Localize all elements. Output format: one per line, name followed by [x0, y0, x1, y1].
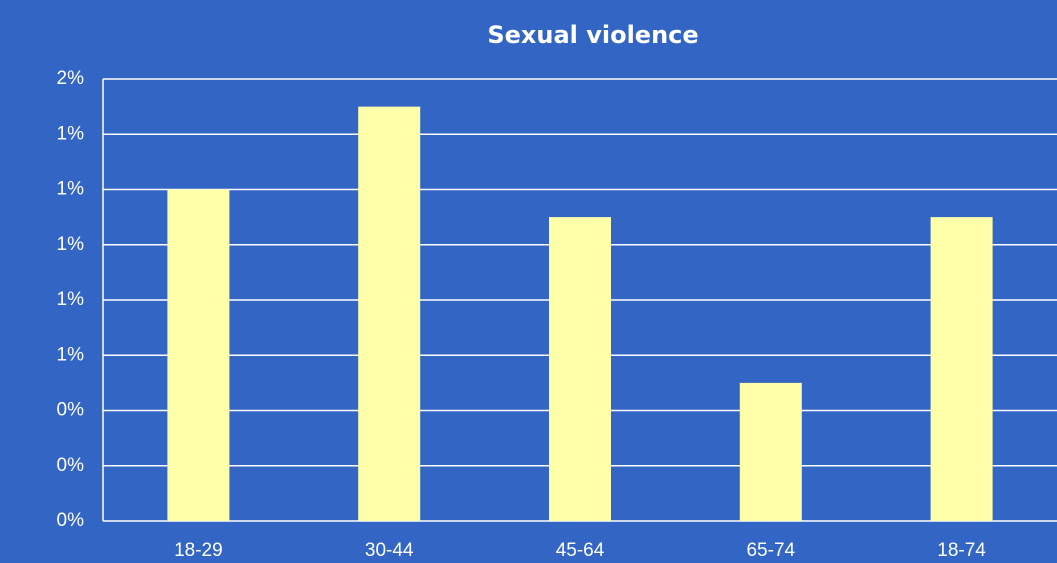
- y-tick-label: 2%: [57, 68, 85, 89]
- bar: [358, 106, 421, 521]
- y-tick-label: 0%: [57, 400, 85, 421]
- bar: [167, 189, 230, 521]
- bar: [549, 217, 611, 521]
- y-tick-label: 1%: [57, 179, 85, 200]
- x-tick-label: 18-74: [937, 540, 986, 561]
- x-tick-label: 18-29: [174, 540, 223, 561]
- y-tick-label: 1%: [57, 234, 85, 255]
- y-tick-label: 1%: [57, 123, 85, 144]
- y-tick-label: 1%: [57, 289, 85, 310]
- bar: [930, 217, 993, 521]
- x-tick-label: 45-64: [556, 540, 605, 561]
- chart-title: Sexual violence: [487, 21, 698, 49]
- y-tick-label: 0%: [57, 510, 85, 531]
- y-tick-label: 1%: [57, 344, 85, 365]
- bar: [739, 382, 802, 521]
- x-tick-label: 65-74: [746, 540, 795, 561]
- x-tick-label: 30-44: [365, 540, 414, 561]
- y-tick-label: 0%: [57, 455, 85, 476]
